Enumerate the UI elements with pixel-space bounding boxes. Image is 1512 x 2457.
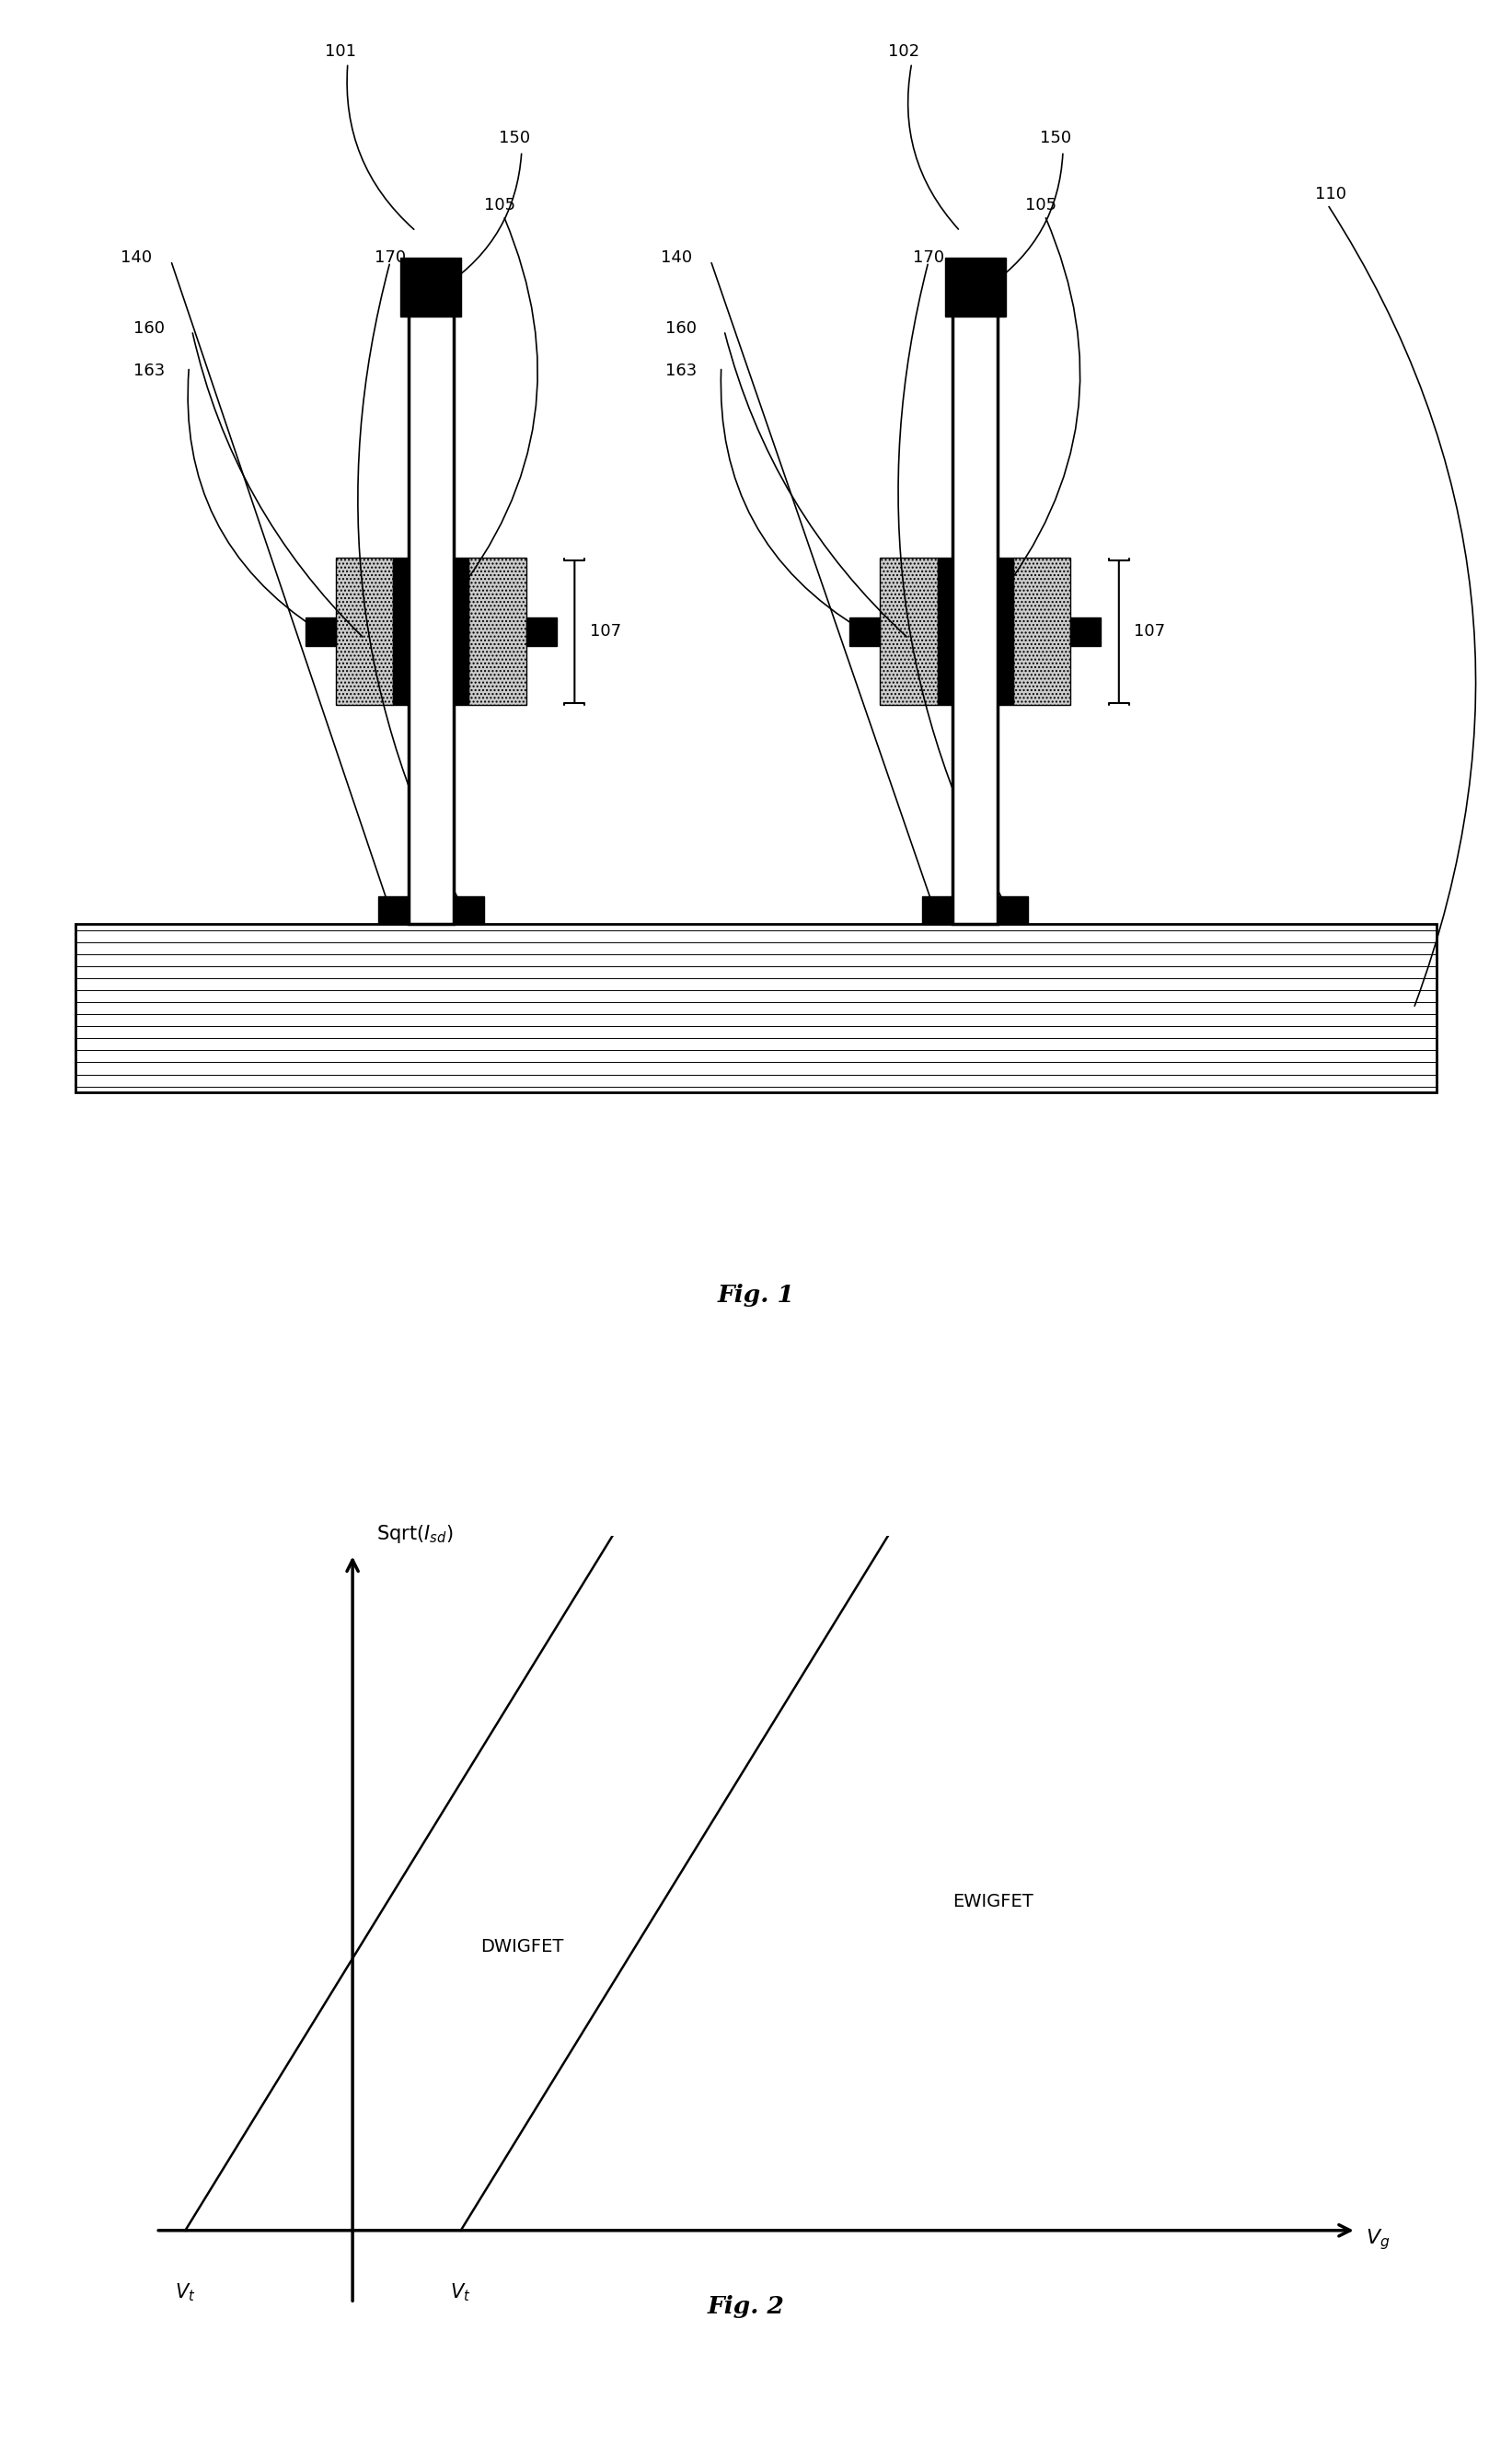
Bar <box>305 617 336 646</box>
Bar <box>408 307 454 924</box>
Bar <box>998 558 1013 705</box>
Bar <box>526 617 556 646</box>
Text: 105: 105 <box>1025 197 1057 214</box>
Text: 140: 140 <box>121 248 153 265</box>
Text: 102: 102 <box>889 44 919 59</box>
Text: 150: 150 <box>1040 130 1072 147</box>
Bar <box>953 307 998 924</box>
Bar <box>76 924 1436 1093</box>
Text: 163: 163 <box>665 364 697 378</box>
Text: 160: 160 <box>665 319 697 337</box>
Text: 150: 150 <box>499 130 531 147</box>
Text: Fig. 1: Fig. 1 <box>717 1285 795 1307</box>
Bar <box>922 897 953 924</box>
Text: 107: 107 <box>1134 624 1166 639</box>
Text: EWIGFET: EWIGFET <box>953 1892 1034 1909</box>
Bar <box>998 897 1028 924</box>
Bar <box>850 617 880 646</box>
Text: 160: 160 <box>133 319 165 337</box>
Text: Fig. 2: Fig. 2 <box>708 2295 785 2319</box>
Text: DWIGFET: DWIGFET <box>481 1939 564 1956</box>
Text: 101: 101 <box>325 44 355 59</box>
Text: 170: 170 <box>913 248 945 265</box>
Text: $V_g$: $V_g$ <box>1365 2226 1391 2253</box>
Text: 140: 140 <box>661 248 692 265</box>
Text: 105: 105 <box>484 197 516 214</box>
Text: 163: 163 <box>133 364 165 378</box>
Text: $\mathrm{Sqrt}(I_{sd})$: $\mathrm{Sqrt}(I_{sd})$ <box>376 1523 454 1545</box>
Bar <box>401 258 461 317</box>
Bar <box>1013 558 1070 705</box>
Text: 170: 170 <box>375 248 407 265</box>
Text: $V_t$: $V_t$ <box>175 2283 195 2302</box>
Bar <box>469 558 526 705</box>
Text: 110: 110 <box>1315 187 1347 201</box>
Bar <box>393 558 408 705</box>
Bar <box>1070 617 1101 646</box>
Bar <box>945 258 1005 317</box>
Text: 107: 107 <box>590 624 621 639</box>
Bar <box>378 897 408 924</box>
Bar <box>336 558 393 705</box>
Text: $V_t$: $V_t$ <box>451 2283 472 2302</box>
Bar <box>937 558 953 705</box>
Bar <box>454 897 484 924</box>
Bar <box>454 558 469 705</box>
Bar <box>880 558 937 705</box>
